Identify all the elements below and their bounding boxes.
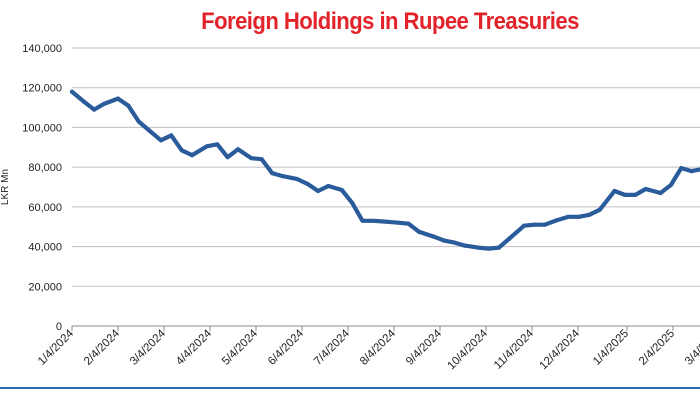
x-tick-label: 6/4/2024	[266, 327, 307, 368]
data-point	[305, 181, 310, 187]
data-point	[69, 89, 75, 94]
y-tick-label: 0	[56, 321, 62, 333]
data-point	[442, 238, 447, 243]
data-point	[215, 142, 220, 147]
x-tick-label: 8/4/2024	[358, 327, 399, 368]
data-point	[326, 183, 331, 189]
data-point	[486, 246, 491, 251]
data-point	[668, 182, 674, 188]
y-tick-label: 120,000	[22, 83, 62, 95]
data-point	[566, 214, 571, 219]
x-tick-label: 12/4/2024	[537, 327, 582, 372]
data-point	[416, 229, 421, 234]
data-point	[612, 188, 617, 194]
data-point	[476, 245, 481, 250]
data-point	[658, 190, 663, 196]
data-point	[643, 186, 648, 192]
data-point	[280, 174, 285, 179]
data-point	[270, 171, 275, 176]
data-point	[396, 220, 401, 225]
data-point	[136, 119, 141, 124]
data-point	[689, 169, 694, 174]
data-point	[452, 240, 457, 245]
data-point	[235, 147, 241, 152]
x-tick-label: 9/4/2024	[404, 327, 445, 368]
data-point	[339, 187, 344, 193]
data-point	[158, 138, 163, 143]
series-line	[69, 89, 700, 251]
data-point	[622, 192, 628, 197]
x-tick-label: 2/4/2025	[637, 328, 677, 368]
data-point	[102, 101, 107, 106]
data-point	[190, 153, 195, 158]
data-point	[92, 107, 97, 112]
data-point	[204, 144, 209, 149]
x-tick-label: 5/4/2024	[220, 327, 261, 368]
data-point	[496, 245, 501, 250]
data-point	[249, 156, 254, 161]
data-point	[532, 222, 537, 227]
y-tick-label: 20,000	[28, 281, 62, 293]
y-axis-label: LKR Mn	[0, 169, 11, 205]
y-tick-label: 80,000	[28, 162, 62, 174]
data-point	[370, 218, 375, 223]
x-tick-label: 3/4/2025	[683, 328, 700, 368]
y-tick-label: 100,000	[22, 122, 62, 134]
chart-title: Foreign Holdings in Rupee Treasuries	[201, 8, 579, 35]
y-tick-label: 40,000	[28, 242, 62, 254]
x-tick-label: 7/4/2024	[312, 327, 353, 368]
data-point	[126, 103, 131, 108]
data-point	[542, 222, 548, 227]
data-point	[462, 243, 467, 248]
x-tick-label: 10/4/2024	[445, 327, 490, 372]
data-point	[633, 192, 638, 197]
data-point	[259, 157, 264, 162]
x-tick-label: 11/4/2024	[492, 327, 536, 371]
data-point	[147, 128, 152, 133]
x-tick-label: 1/4/2024	[36, 327, 77, 368]
data-point	[597, 207, 602, 212]
y-tick-label: 140,000	[22, 43, 62, 55]
x-tick-label: 3/4/2024	[128, 327, 169, 368]
data-point	[169, 133, 174, 138]
y-tick-label: 60,000	[28, 202, 62, 214]
data-point	[350, 200, 355, 205]
data-point	[679, 166, 684, 171]
data-point	[507, 236, 512, 241]
data-point	[406, 221, 411, 226]
x-tick-label: 1/4/2025	[591, 328, 631, 368]
data-point	[587, 212, 592, 217]
x-tick-label: 2/4/2024	[82, 327, 123, 368]
data-point	[81, 99, 86, 104]
data-point	[576, 214, 582, 219]
data-point	[225, 155, 230, 160]
data-point	[360, 218, 365, 223]
x-tick-label: 4/4/2024	[174, 327, 215, 368]
data-point	[179, 148, 184, 153]
data-point	[553, 218, 558, 223]
data-point	[295, 177, 300, 182]
data-point	[522, 223, 527, 228]
data-point	[115, 96, 121, 101]
data-point	[385, 219, 390, 224]
data-point	[431, 234, 436, 239]
data-point	[316, 188, 321, 194]
